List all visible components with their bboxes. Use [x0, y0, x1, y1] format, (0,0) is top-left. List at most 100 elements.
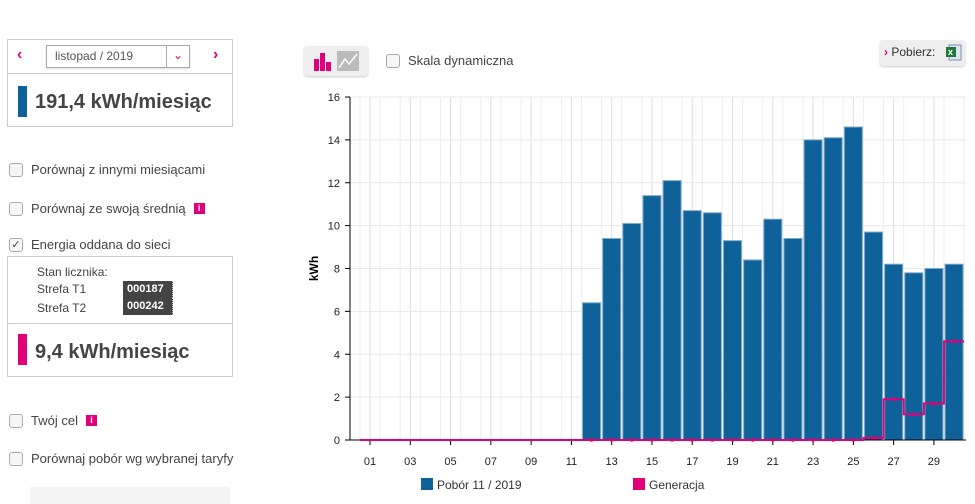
month-select[interactable]: listopad / 2019 ⌄: [46, 45, 190, 68]
consumption-bar: [803, 139, 823, 441]
info-icon[interactable]: i: [193, 203, 205, 214]
y-tick-label: 4: [334, 349, 340, 361]
generation-point: [831, 438, 836, 442]
chart-type-toggle: [304, 46, 368, 76]
generation-point: [630, 438, 634, 442]
generation-point: [952, 339, 956, 344]
option-energy-exported[interactable]: ✓ Energia oddana do sieci: [9, 237, 171, 252]
chevron-down-icon[interactable]: ⌄: [166, 46, 189, 67]
y-tick-label: 16: [328, 92, 340, 104]
checkbox[interactable]: [386, 53, 400, 68]
consumption-bar: [823, 137, 843, 441]
option-goal[interactable]: Twój cel i: [9, 413, 97, 428]
generation-point: [670, 438, 674, 442]
generation-point: [871, 436, 876, 440]
consumption-bar: [602, 237, 622, 441]
generation-line: [360, 340, 965, 441]
meter-title: Stan licznika:: [37, 265, 108, 279]
generation-point: [609, 438, 614, 442]
line-chart-icon[interactable]: [337, 51, 359, 71]
y-tick-label: 0: [334, 435, 340, 447]
consumption-total: 191,4 kWh/miesiąc: [35, 91, 212, 113]
x-tick-label: 27: [888, 456, 900, 468]
consumption-bar: [682, 210, 702, 441]
checkbox[interactable]: [9, 201, 23, 216]
option-compare-months[interactable]: Porównaj z innymi miesiącami: [9, 162, 205, 177]
generation-point: [811, 438, 815, 442]
zone-t2-label: Strefa T2: [37, 301, 87, 315]
arrow-icon: ›: [884, 45, 888, 59]
meter-panel: Stan licznika: Strefa T1 Strefa T2 00018…: [7, 256, 233, 377]
checkbox-checked[interactable]: ✓: [9, 237, 23, 252]
x-tick-label: 19: [726, 456, 738, 468]
generation-point: [791, 438, 795, 442]
generation-point: [851, 438, 856, 442]
y-tick-label: 10: [328, 221, 340, 233]
checkbox[interactable]: [9, 451, 23, 466]
consumption-bar: [843, 126, 863, 441]
dynamic-scale-option[interactable]: Skala dynamiczna: [386, 53, 514, 68]
generation-point: [932, 401, 936, 406]
generation-point: [891, 397, 896, 402]
checkbox[interactable]: [9, 162, 23, 177]
generation-point: [650, 438, 654, 442]
download-button[interactable]: › Pobierz: x: [880, 40, 965, 66]
meter-readings: 000187 000242: [123, 281, 173, 315]
consumption-bar: [582, 302, 602, 441]
bar-chart-icon[interactable]: [312, 51, 334, 71]
consumption-bar: [864, 231, 883, 441]
generation-point: [690, 438, 695, 442]
generation-point: [911, 412, 916, 417]
consumption-bar: [743, 259, 763, 441]
prev-month-button[interactable]: ‹: [17, 46, 23, 63]
legend-swatch: [633, 478, 645, 490]
consumption-bar: [723, 240, 743, 441]
zone-t1-label: Strefa T1: [37, 282, 87, 296]
next-month-button[interactable]: ›: [213, 46, 219, 63]
consumption-bar: [702, 212, 722, 441]
generation-point: [771, 438, 775, 442]
x-tick-label: 11: [566, 456, 577, 468]
svg-text:x: x: [948, 47, 953, 57]
option-compare-average[interactable]: Porównaj ze swoją średnią i: [9, 201, 205, 216]
y-tick-label: 12: [328, 178, 340, 190]
consumption-bar: [884, 263, 904, 441]
period-panel: ‹ listopad / 2019 ⌄ › 191,4 kWh/miesiąc: [7, 39, 233, 127]
info-icon[interactable]: i: [85, 415, 97, 426]
option-label: Porównaj z innymi miesiącami: [31, 162, 206, 177]
checkbox[interactable]: [9, 413, 23, 428]
x-tick-label: 03: [404, 456, 416, 468]
option-tariff[interactable]: Porównaj pobór wg wybranej taryfy: [9, 451, 233, 466]
x-tick-label: 29: [928, 456, 940, 468]
y-tick-label: 2: [334, 392, 340, 404]
x-tick-label: 15: [646, 456, 658, 468]
download-label: Pobierz:: [891, 45, 936, 59]
y-tick-label: 8: [334, 264, 340, 276]
consumption-chart: 0 2 4 6 8 10 12 14 16 kWh 01 03 05 07 09 11 13 15 17 19 21 23…: [307, 92, 966, 492]
consumption-bar: [944, 263, 964, 441]
consumption-color-marker: [18, 86, 27, 117]
consumption-bar: [662, 180, 682, 441]
generation-point: [730, 438, 735, 442]
legend-label: Generacja: [649, 478, 705, 492]
x-tick-label: 01: [364, 456, 376, 468]
x-tick-label: 25: [847, 456, 859, 468]
x-tick-label: 21: [767, 456, 779, 468]
consumption-bar: [622, 222, 642, 441]
generation-point: [710, 438, 715, 442]
zone-t1-value: 000187: [123, 281, 173, 298]
legend-swatch: [421, 478, 433, 490]
x-tick-label: 13: [606, 456, 618, 468]
dynamic-scale-label: Skala dynamiczna: [408, 53, 514, 68]
generation-point: [589, 438, 594, 442]
x-tick-label: 09: [525, 456, 537, 468]
lower-panel: [30, 487, 230, 504]
consumption-bar: [763, 218, 783, 441]
month-value: listopad / 2019: [55, 49, 134, 63]
consumption-bar: [642, 195, 662, 441]
option-label: Twój cel: [31, 413, 78, 428]
legend-label: Pobór 11 / 2019: [437, 478, 522, 492]
divider: [8, 323, 232, 324]
y-tick-label: 6: [334, 306, 340, 318]
x-tick-label: 05: [444, 456, 456, 468]
